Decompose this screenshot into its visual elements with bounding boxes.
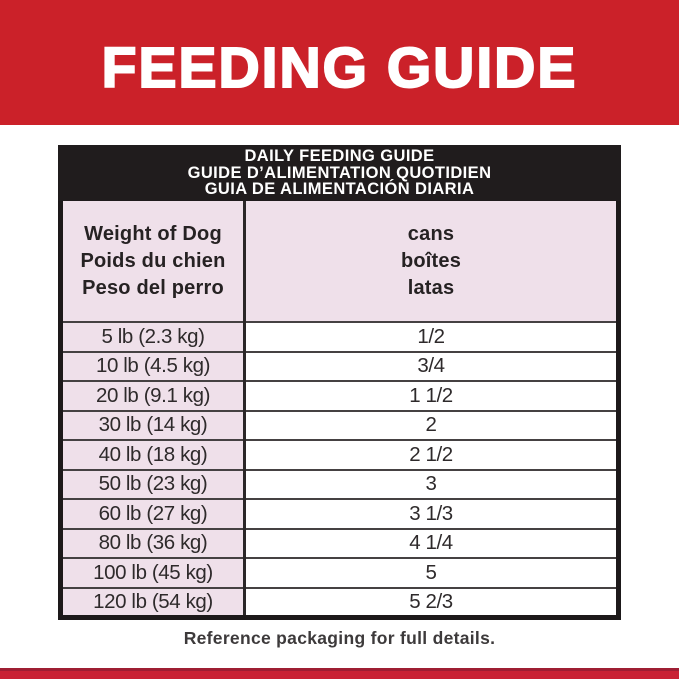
weight-value: 30 lb (14 kg): [60, 409, 245, 440]
weight-header-en: Weight of Dog: [84, 222, 222, 245]
weight-value: 80 lb (36 kg): [60, 527, 245, 558]
table-row: 10 lb (4.5 kg) 3/4: [60, 350, 619, 381]
weight-value: 40 lb (18 kg): [60, 439, 245, 470]
weight-header-fr: Poids du chien: [80, 249, 226, 272]
table-title-fr: GUIDE D’ALIMENTATION QUOTIDIEN: [187, 163, 492, 182]
bottom-red-strip: [0, 668, 679, 679]
table-row: 120 lb (54 kg) 5 2/3: [60, 586, 619, 617]
cans-value: 1/2: [243, 321, 619, 352]
feeding-guide-banner: FEEDING GUIDE: [0, 0, 679, 125]
cans-header-es: latas: [407, 276, 455, 299]
table-row: 100 lb (45 kg) 5: [60, 557, 619, 588]
column-header-cans: cans boîtes latas: [243, 201, 619, 322]
cans-value: 3: [243, 468, 619, 499]
cans-value: 2 1/2: [243, 439, 619, 470]
table-title-es: GUIA DE ALIMENTACIÓN DIARIA: [204, 180, 475, 198]
daily-feeding-guide-table: DAILY FEEDING GUIDE GUIDE D’ALIMENTATION…: [58, 145, 621, 620]
weight-value: 120 lb (54 kg): [60, 586, 245, 617]
reference-note: Reference packaging for full details.: [183, 628, 496, 648]
weight-value: 10 lb (4.5 kg): [60, 350, 245, 381]
table-row: 20 lb (9.1 kg) 1 1/2: [60, 380, 619, 411]
table-row: 40 lb (18 kg) 2 1/2: [60, 439, 619, 470]
cans-header-en: cans: [407, 222, 455, 245]
table-row: 50 lb (23 kg) 3: [60, 468, 619, 499]
table-row: 60 lb (27 kg) 3 1/3: [60, 498, 619, 529]
table-row: 80 lb (36 kg) 4 1/4: [60, 527, 619, 558]
cans-value: 3 1/3: [243, 498, 619, 529]
column-header-weight: Weight of Dog Poids du chien Peso del pe…: [60, 201, 245, 322]
weight-value: 60 lb (27 kg): [60, 498, 245, 529]
table-header-row: Weight of Dog Poids du chien Peso del pe…: [60, 201, 619, 322]
cans-value: 2: [243, 409, 619, 440]
weight-value: 5 lb (2.3 kg): [60, 321, 245, 352]
table-row: 30 lb (14 kg) 2: [60, 409, 619, 440]
weight-value: 100 lb (45 kg): [60, 557, 245, 588]
page-title: FEEDING GUIDE: [101, 35, 578, 101]
table-row: 5 lb (2.3 kg) 1/2: [60, 321, 619, 352]
weight-value: 50 lb (23 kg): [60, 468, 245, 499]
feeding-table: Weight of Dog Poids du chien Peso del pe…: [58, 201, 621, 620]
cans-value: 4 1/4: [243, 527, 619, 558]
cans-value: 5: [243, 557, 619, 588]
cans-value: 1 1/2: [243, 380, 619, 411]
weight-header-es: Peso del perro: [82, 276, 224, 299]
cans-value: 5 2/3: [243, 586, 619, 617]
table-title-band: DAILY FEEDING GUIDE GUIDE D’ALIMENTATION…: [58, 145, 621, 201]
cans-value: 3/4: [243, 350, 619, 381]
weight-value: 20 lb (9.1 kg): [60, 380, 245, 411]
table-title-en: DAILY FEEDING GUIDE: [244, 147, 435, 165]
cans-header-fr: boîtes: [400, 249, 462, 272]
